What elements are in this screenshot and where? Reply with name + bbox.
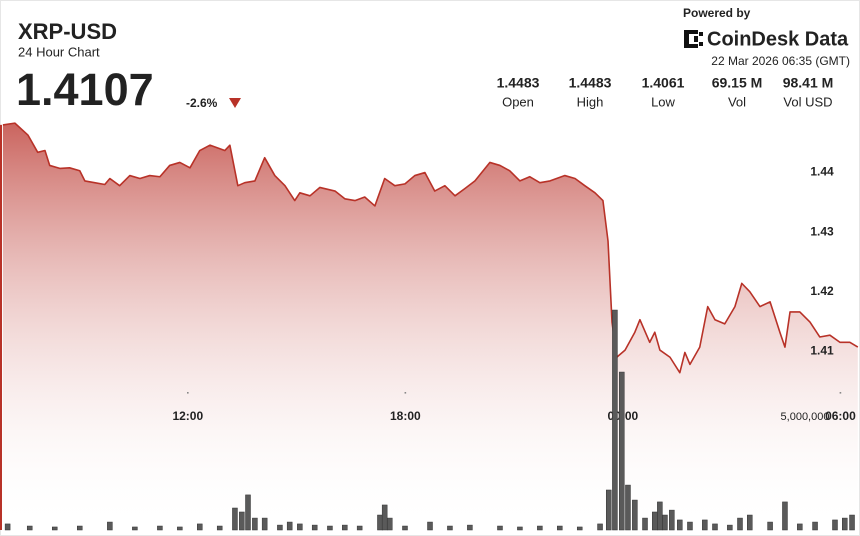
stat-value: 98.41 M <box>783 75 834 91</box>
volume-tick-label: 5,000,000 <box>781 411 830 423</box>
volume-bar <box>782 501 788 531</box>
volume-bar <box>177 526 183 531</box>
y-tick-label: 1.44 <box>810 165 834 179</box>
volume-bar <box>842 517 848 531</box>
y-tick-label: 1.43 <box>810 224 834 238</box>
volume-bar <box>517 526 523 531</box>
volume-bar <box>677 519 683 531</box>
x-tick-mark <box>187 392 189 394</box>
volume-bar <box>669 509 675 531</box>
volume-bar <box>387 517 393 531</box>
volume-bar <box>625 484 631 531</box>
volume-bar <box>747 514 753 531</box>
stat-value: 1.4061 <box>642 75 685 91</box>
volume-bar <box>727 524 733 531</box>
volume-bar <box>277 524 283 531</box>
volume-bar <box>311 524 318 531</box>
volume-bar <box>702 519 708 531</box>
volume-bar <box>497 525 503 531</box>
plot: 1.411.421.431.4412:0018:0000:0006:005,00… <box>0 122 859 531</box>
stat-value: 69.15 M <box>712 75 763 91</box>
volume-bar <box>239 511 245 531</box>
volume-bar <box>849 514 855 531</box>
current-price: 1.4107 <box>16 64 154 115</box>
volume-bar <box>832 519 838 531</box>
down-arrow <box>229 98 241 108</box>
volume-bar <box>712 523 718 531</box>
stat-value: 1.4483 <box>497 75 540 91</box>
volume-bar <box>652 511 658 531</box>
x-tick-label: 18:00 <box>390 409 421 423</box>
volume-bar <box>657 501 663 531</box>
x-tick-label: 12:00 <box>172 409 203 423</box>
chart-title: XRP-USD <box>18 19 117 44</box>
x-tick-mark <box>839 392 842 394</box>
volume-bar <box>381 504 388 531</box>
volume-bar <box>467 524 473 531</box>
volume-bar <box>77 525 83 531</box>
volume-bar <box>767 521 773 531</box>
price-area <box>2 123 858 530</box>
volume-bar <box>252 517 258 531</box>
brand-logo <box>684 30 703 48</box>
volume-bar <box>642 517 648 531</box>
stat-label: Vol USD <box>783 94 832 109</box>
volume-bar <box>232 507 238 531</box>
volume-bar <box>245 494 251 531</box>
volume-bar <box>612 309 618 531</box>
volume-bar <box>605 489 612 531</box>
volume-bar <box>447 525 453 531</box>
volume-bar <box>557 525 563 531</box>
volume-bar <box>216 525 223 531</box>
stat-label: Open <box>502 94 534 109</box>
volume-bar <box>619 371 625 531</box>
volume-bar <box>342 524 348 531</box>
volume-bar <box>797 523 803 531</box>
volume-bar <box>327 525 333 531</box>
stat-value: 1.4483 <box>569 75 612 91</box>
x-tick-mark <box>404 392 407 394</box>
volume-bar <box>157 525 163 531</box>
volume-bar <box>632 499 638 531</box>
y-tick-label: 1.42 <box>810 284 834 298</box>
volume-bar <box>377 514 383 531</box>
volume-bar <box>662 514 668 531</box>
volume-bar <box>576 526 583 531</box>
volume-bar <box>737 517 743 531</box>
volume-bar <box>687 521 693 531</box>
volume-bar <box>427 521 433 531</box>
brand-name: CoinDesk Data <box>707 28 849 50</box>
volume-bar <box>286 521 293 531</box>
volume-bar <box>132 526 138 531</box>
price-line <box>2 122 859 374</box>
volume-bar <box>107 521 113 531</box>
stat-label: Low <box>651 94 675 109</box>
volume-bar <box>197 523 203 531</box>
timestamp: 22 Mar 2026 06:35 (GMT) <box>711 54 850 68</box>
volume-bar <box>51 526 58 531</box>
stat-label: Vol <box>728 94 746 109</box>
volume-bar <box>537 525 543 531</box>
volume-bar <box>297 523 303 531</box>
volume-bar <box>26 525 33 531</box>
y-tick-label: 1.41 <box>810 343 834 357</box>
volume-bar <box>812 521 818 531</box>
stats: 1.4483 Open 1.4483 High 1.4061 Low 69.15… <box>497 75 834 110</box>
x-tick-label: 06:00 <box>825 409 856 423</box>
volume-bar <box>597 523 603 531</box>
chart-subtitle: 24 Hour Chart <box>18 44 100 59</box>
price-change: -2.6% <box>186 96 218 110</box>
volume-bar <box>261 517 268 531</box>
powered-by: Powered by <box>683 6 751 20</box>
volume-bar <box>356 525 363 531</box>
stat-label: High <box>577 94 604 109</box>
volume-bar <box>402 525 408 531</box>
volume-bar <box>4 523 11 531</box>
